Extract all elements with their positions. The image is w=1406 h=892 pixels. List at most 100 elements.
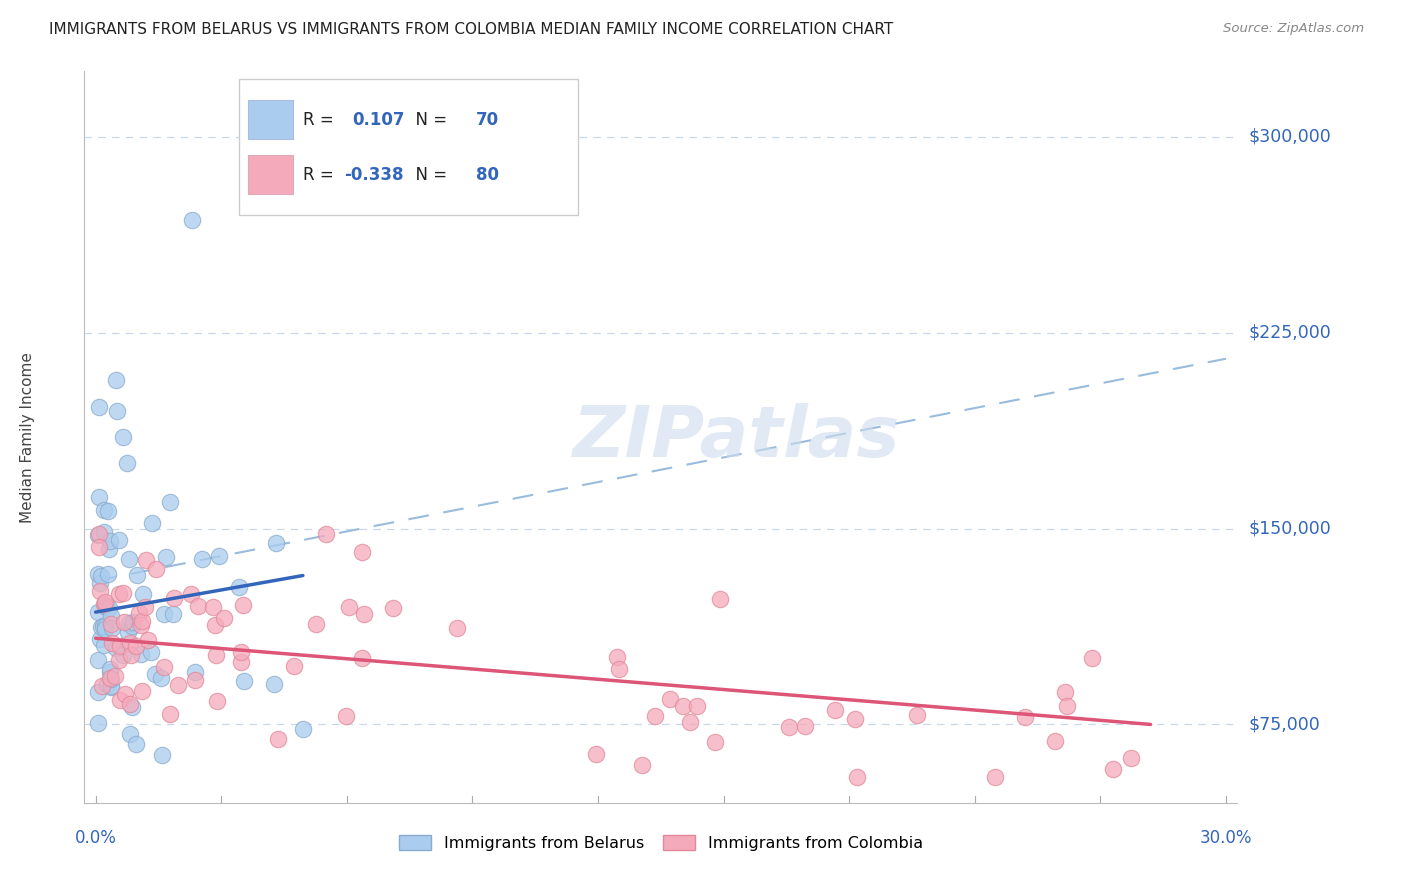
Point xyxy=(153,607,176,621)
Point xyxy=(100,609,122,624)
Text: R =: R = xyxy=(302,166,339,184)
Point xyxy=(93,597,115,611)
Point xyxy=(184,673,207,687)
Point xyxy=(86,528,108,542)
Point xyxy=(679,714,702,729)
Text: 80: 80 xyxy=(477,166,499,184)
Point xyxy=(112,615,135,630)
Point xyxy=(141,645,163,659)
Point xyxy=(87,567,110,582)
Point xyxy=(208,549,231,563)
Point xyxy=(93,524,115,539)
Point xyxy=(108,587,131,601)
Point xyxy=(98,662,121,676)
Text: $75,000: $75,000 xyxy=(1249,715,1320,733)
Point xyxy=(118,697,141,711)
Point xyxy=(89,491,111,505)
Point xyxy=(159,495,181,509)
Point xyxy=(100,673,122,687)
Point xyxy=(89,632,111,647)
Point xyxy=(86,715,108,730)
Text: N =: N = xyxy=(405,111,451,128)
Point xyxy=(150,747,173,762)
Point xyxy=(94,622,117,636)
Point xyxy=(120,727,142,741)
Point xyxy=(135,553,157,567)
Point xyxy=(703,734,725,748)
Point xyxy=(141,516,163,530)
Text: N =: N = xyxy=(405,166,451,184)
Point xyxy=(143,667,166,681)
Point xyxy=(117,625,139,640)
Point xyxy=(100,636,122,650)
Point xyxy=(352,651,374,665)
Text: 70: 70 xyxy=(477,111,499,128)
Point xyxy=(201,600,224,615)
Point xyxy=(89,540,111,554)
Point xyxy=(778,720,800,734)
Text: $300,000: $300,000 xyxy=(1249,128,1331,145)
Point xyxy=(121,618,143,632)
FancyBboxPatch shape xyxy=(239,79,578,215)
Point xyxy=(125,567,148,582)
Point xyxy=(89,576,111,591)
Point xyxy=(90,568,112,582)
Point xyxy=(905,707,928,722)
Point xyxy=(114,687,136,701)
Point xyxy=(87,400,110,414)
Text: 0.107: 0.107 xyxy=(352,111,405,128)
Point xyxy=(118,615,141,630)
Point xyxy=(125,737,148,751)
Point xyxy=(89,584,111,599)
Point xyxy=(128,607,150,621)
Point xyxy=(180,587,202,601)
Point xyxy=(984,770,1007,784)
Point xyxy=(709,592,731,607)
Point xyxy=(228,580,250,594)
Point xyxy=(100,616,122,631)
Text: IMMIGRANTS FROM BELARUS VS IMMIGRANTS FROM COLOMBIA MEDIAN FAMILY INCOME CORRELA: IMMIGRANTS FROM BELARUS VS IMMIGRANTS FR… xyxy=(49,22,893,37)
Point xyxy=(305,616,328,631)
Point xyxy=(1014,709,1036,723)
Point xyxy=(98,672,121,686)
Point xyxy=(131,683,153,698)
Point xyxy=(266,732,288,747)
Point xyxy=(89,526,111,541)
Point xyxy=(110,693,132,707)
Point xyxy=(607,662,630,676)
Point xyxy=(381,601,404,615)
Point xyxy=(446,621,468,635)
Point xyxy=(644,708,666,723)
Point xyxy=(97,541,120,556)
Point xyxy=(672,699,695,714)
Point xyxy=(263,677,285,691)
Point xyxy=(232,599,254,613)
Point xyxy=(100,621,122,635)
Point xyxy=(283,659,305,673)
Point xyxy=(111,585,134,599)
Point xyxy=(793,719,815,733)
Bar xyxy=(249,100,294,139)
Point xyxy=(184,665,207,679)
Point xyxy=(96,677,118,691)
Point xyxy=(121,699,143,714)
Point xyxy=(204,618,226,632)
Text: R =: R = xyxy=(302,111,344,128)
Point xyxy=(844,712,866,726)
Point xyxy=(162,607,184,621)
Point xyxy=(110,639,132,653)
Point xyxy=(229,655,252,669)
Point xyxy=(205,648,228,662)
Point xyxy=(131,614,153,628)
Point xyxy=(150,671,173,685)
Point xyxy=(91,619,114,633)
Text: Source: ZipAtlas.com: Source: ZipAtlas.com xyxy=(1223,22,1364,36)
Point xyxy=(120,648,142,662)
Point xyxy=(1119,751,1142,765)
Legend: Immigrants from Belarus, Immigrants from Colombia: Immigrants from Belarus, Immigrants from… xyxy=(392,828,929,857)
Point xyxy=(291,723,314,737)
Point xyxy=(352,545,374,559)
Point xyxy=(90,620,112,634)
Point xyxy=(94,599,117,614)
Point xyxy=(98,665,121,680)
